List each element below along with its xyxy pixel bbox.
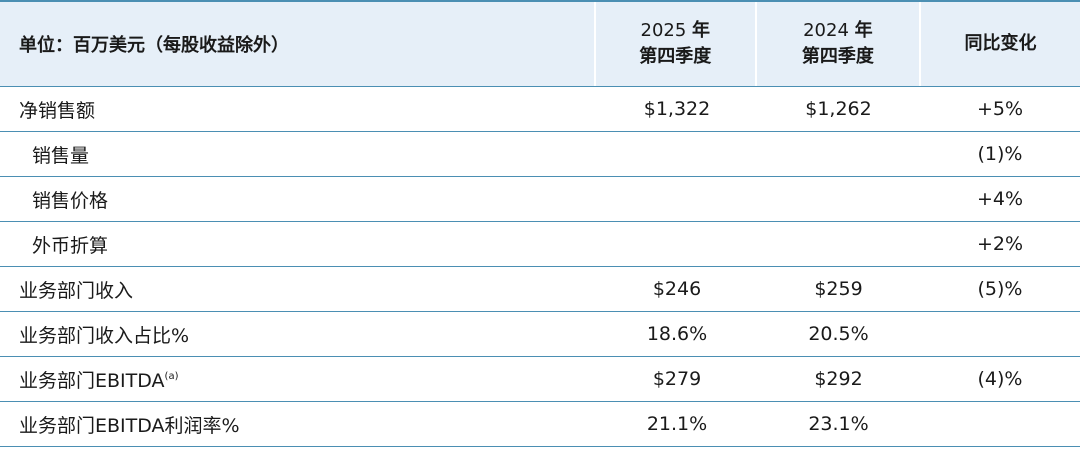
row-label-text: 销售量 bbox=[32, 144, 90, 167]
value-change: +5% bbox=[976, 98, 1024, 120]
value-change: +4% bbox=[976, 188, 1024, 210]
row-label: 销售量 bbox=[0, 141, 597, 168]
value-change: (5)% bbox=[977, 278, 1023, 300]
year-2024: 2024 bbox=[803, 20, 849, 41]
row-label: 销售价格 bbox=[0, 186, 597, 213]
row-label: 业务部门收入占比% bbox=[0, 321, 597, 348]
table-row: 销售价格 +4% bbox=[0, 177, 1080, 222]
year-2025: 2025 bbox=[640, 20, 687, 41]
row-label: 净销售额 bbox=[0, 96, 597, 123]
value-2024: 20.5% bbox=[808, 323, 869, 345]
value-change: +2% bbox=[976, 233, 1024, 255]
value-change: (4)% bbox=[977, 368, 1023, 390]
row-label: 外币折算 bbox=[0, 231, 597, 258]
row-label-text: 业务部门EBITDA bbox=[19, 369, 165, 392]
table-row: 净销售额 $1,322 $1,262 +5% bbox=[0, 87, 1080, 132]
row-label: 业务部门EBITDA利润率% bbox=[0, 411, 597, 438]
value-2024: $292 bbox=[814, 368, 863, 390]
value-2025: 18.6% bbox=[646, 323, 708, 345]
value-2025: $279 bbox=[652, 368, 702, 390]
value-2024: $259 bbox=[814, 278, 863, 300]
row-label-text: 净销售额 bbox=[19, 99, 96, 122]
year-suffix: 年 bbox=[692, 20, 711, 41]
value-2025: 21.1% bbox=[646, 413, 708, 435]
table-row: 业务部门EBITDA利润率% 21.1% 23.1% bbox=[0, 402, 1080, 447]
table-header: 单位：百万美元（每股收益除外） 2025 年 第四季度 2024 年 第四季度 … bbox=[0, 2, 1080, 87]
table-row: 业务部门EBITDA(a) $279 $292 (4)% bbox=[0, 357, 1080, 402]
header-yoy-change: 同比变化 bbox=[918, 2, 1080, 86]
table-row: 业务部门收入占比% 18.6% 20.5% bbox=[0, 312, 1080, 357]
row-label-text: 销售价格 bbox=[32, 189, 109, 212]
footnote-marker: (a) bbox=[164, 370, 179, 382]
table-row: 业务部门收入 $246 $259 (5)% bbox=[0, 267, 1080, 312]
value-2024: 23.1% bbox=[808, 413, 869, 435]
row-label: 业务部门EBITDA(a) bbox=[0, 366, 597, 393]
row-label-text: 业务部门收入占比% bbox=[19, 324, 190, 347]
quarter-label: 第四季度 bbox=[801, 46, 874, 67]
quarter-label: 第四季度 bbox=[639, 46, 712, 67]
value-change: (1)% bbox=[977, 143, 1023, 165]
header-2024-q4: 2024 年 第四季度 bbox=[754, 2, 919, 86]
value-2025: $1,322 bbox=[643, 98, 711, 120]
header-2025-q4: 2025 年 第四季度 bbox=[593, 2, 755, 86]
year-suffix: 年 bbox=[854, 20, 873, 41]
unit-label: 单位：百万美元（每股收益除外） bbox=[19, 35, 289, 56]
value-2024: $1,262 bbox=[805, 98, 872, 120]
row-label-text: 业务部门收入 bbox=[19, 279, 134, 302]
yoy-label: 同比变化 bbox=[964, 33, 1037, 54]
row-label: 业务部门收入 bbox=[0, 276, 597, 303]
table-row: 销售量 (1)% bbox=[0, 132, 1080, 177]
table-row: 外币折算 +2% bbox=[0, 222, 1080, 267]
value-2025: $246 bbox=[652, 278, 702, 300]
row-label-text: 外币折算 bbox=[32, 234, 109, 257]
row-label-text: 业务部门EBITDA利润率% bbox=[19, 414, 240, 437]
